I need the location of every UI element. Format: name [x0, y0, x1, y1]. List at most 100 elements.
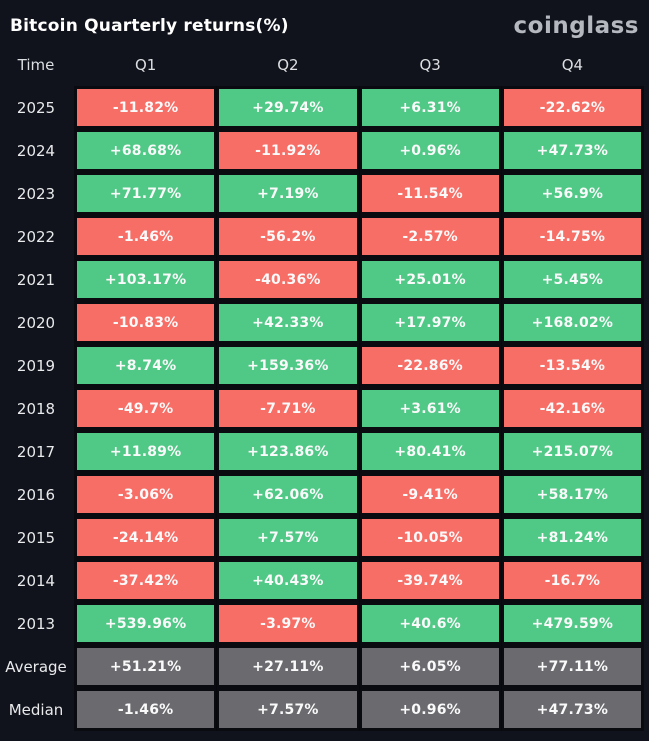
- return-cell: -10.83%: [77, 304, 215, 341]
- return-cell: -11.54%: [361, 175, 499, 212]
- table-row: 2014 -37.42% +40.43% -39.74% -16.7%: [0, 562, 649, 599]
- table-row: 2021 +103.17% -40.36% +25.01% +5.45%: [0, 261, 649, 298]
- coinglass-logo: coinglass: [513, 12, 639, 39]
- return-cell: +17.97%: [361, 304, 499, 341]
- return-cell: +71.77%: [77, 175, 215, 212]
- return-cell: -3.06%: [77, 476, 215, 513]
- row-label: 2018: [16, 399, 56, 418]
- table-row: 2025 -11.82% +29.74% +6.31% -22.62%: [0, 89, 649, 126]
- return-cell: -7.71%: [219, 390, 357, 427]
- return-cell: +5.45%: [503, 261, 641, 298]
- table-row: Median -1.46% +7.57% +0.96% +47.73%: [0, 691, 649, 728]
- row-label: 2016: [16, 485, 56, 504]
- return-cell: +3.61%: [361, 390, 499, 427]
- return-cell: +123.86%: [219, 433, 357, 470]
- column-header-q1: Q1: [134, 56, 157, 74]
- return-cell: +215.07%: [503, 433, 641, 470]
- return-cell: -40.36%: [219, 261, 357, 298]
- return-cell: +539.96%: [77, 605, 215, 642]
- table-row: 2019 +8.74% +159.36% -22.86% -13.54%: [0, 347, 649, 384]
- page-title: Bitcoin Quarterly returns(%): [10, 16, 289, 36]
- return-cell: +0.96%: [361, 691, 499, 728]
- return-cell: +6.31%: [361, 89, 499, 126]
- table-row: 2022 -1.46% -56.2% -2.57% -14.75%: [0, 218, 649, 255]
- row-label: 2013: [16, 614, 56, 633]
- return-cell: +58.17%: [503, 476, 641, 513]
- table-row: 2016 -3.06% +62.06% -9.41% +58.17%: [0, 476, 649, 513]
- return-cell: +27.11%: [219, 648, 357, 685]
- return-cell: -3.97%: [219, 605, 357, 642]
- return-cell: -10.05%: [361, 519, 499, 556]
- return-cell: +11.89%: [77, 433, 215, 470]
- returns-table: 2025 -11.82% +29.74% +6.31% -22.62% 2024 +68.6…: [0, 89, 649, 728]
- row-label: 2022: [16, 227, 56, 246]
- column-header-q4: Q4: [561, 56, 584, 74]
- return-cell: +7.19%: [219, 175, 357, 212]
- column-header-q3: Q3: [419, 56, 441, 74]
- row-label: 2023: [16, 184, 56, 203]
- return-cell: +168.02%: [503, 304, 641, 341]
- row-label: 2024: [16, 141, 56, 160]
- return-cell: +40.6%: [361, 605, 499, 642]
- return-cell: -11.82%: [77, 89, 215, 126]
- return-cell: -13.54%: [503, 347, 641, 384]
- column-header-time: Time: [17, 56, 55, 74]
- return-cell: +68.68%: [77, 132, 215, 169]
- return-cell: -16.7%: [503, 562, 641, 599]
- table-row: 2024 +68.68% -11.92% +0.96% +47.73%: [0, 132, 649, 169]
- return-cell: +40.43%: [219, 562, 357, 599]
- table-row: 2017 +11.89% +123.86% +80.41% +215.07%: [0, 433, 649, 470]
- title-bar: Bitcoin Quarterly returns(%) coinglass: [0, 0, 649, 46]
- return-cell: -22.62%: [503, 89, 641, 126]
- return-cell: +6.05%: [361, 648, 499, 685]
- row-label: 2025: [16, 98, 56, 117]
- return-cell: +81.24%: [503, 519, 641, 556]
- return-cell: -39.74%: [361, 562, 499, 599]
- column-header-row: Time Q1 Q2 Q3 Q4: [0, 46, 649, 84]
- return-cell: -49.7%: [77, 390, 215, 427]
- row-label: 2019: [16, 356, 56, 375]
- return-cell: +51.21%: [77, 648, 215, 685]
- return-cell: -14.75%: [503, 218, 641, 255]
- return-cell: +42.33%: [219, 304, 357, 341]
- return-cell: -56.2%: [219, 218, 357, 255]
- row-label: Median: [8, 700, 64, 719]
- table-row: 2015 -24.14% +7.57% -10.05% +81.24%: [0, 519, 649, 556]
- return-cell: +25.01%: [361, 261, 499, 298]
- return-cell: -1.46%: [77, 218, 215, 255]
- return-cell: +479.59%: [503, 605, 641, 642]
- return-cell: -11.92%: [219, 132, 357, 169]
- return-cell: +77.11%: [503, 648, 641, 685]
- row-label: 2014: [16, 571, 56, 590]
- return-cell: -24.14%: [77, 519, 215, 556]
- return-cell: +8.74%: [77, 347, 215, 384]
- table-row: Average +51.21% +27.11% +6.05% +77.11%: [0, 648, 649, 685]
- row-label: Average: [5, 657, 67, 676]
- return-cell: -1.46%: [77, 691, 215, 728]
- return-cell: +0.96%: [361, 132, 499, 169]
- return-cell: +7.57%: [219, 519, 357, 556]
- return-cell: +29.74%: [219, 89, 357, 126]
- return-cell: +103.17%: [77, 261, 215, 298]
- return-cell: -37.42%: [77, 562, 215, 599]
- return-cell: -22.86%: [361, 347, 499, 384]
- table-row: 2018 -49.7% -7.71% +3.61% -42.16%: [0, 390, 649, 427]
- table-row: 2013 +539.96% -3.97% +40.6% +479.59%: [0, 605, 649, 642]
- return-cell: +47.73%: [503, 132, 641, 169]
- column-header-q2: Q2: [277, 56, 299, 74]
- return-cell: -42.16%: [503, 390, 641, 427]
- row-label: 2020: [16, 313, 56, 332]
- return-cell: +47.73%: [503, 691, 641, 728]
- return-cell: +62.06%: [219, 476, 357, 513]
- return-cell: +7.57%: [219, 691, 357, 728]
- return-cell: +159.36%: [219, 347, 357, 384]
- return-cell: +80.41%: [361, 433, 499, 470]
- return-cell: +56.9%: [503, 175, 641, 212]
- row-label: 2021: [16, 270, 56, 289]
- row-label: 2017: [16, 442, 56, 461]
- table-row: 2023 +71.77% +7.19% -11.54% +56.9%: [0, 175, 649, 212]
- table-row: 2020 -10.83% +42.33% +17.97% +168.02%: [0, 304, 649, 341]
- return-cell: -2.57%: [361, 218, 499, 255]
- row-label: 2015: [16, 528, 56, 547]
